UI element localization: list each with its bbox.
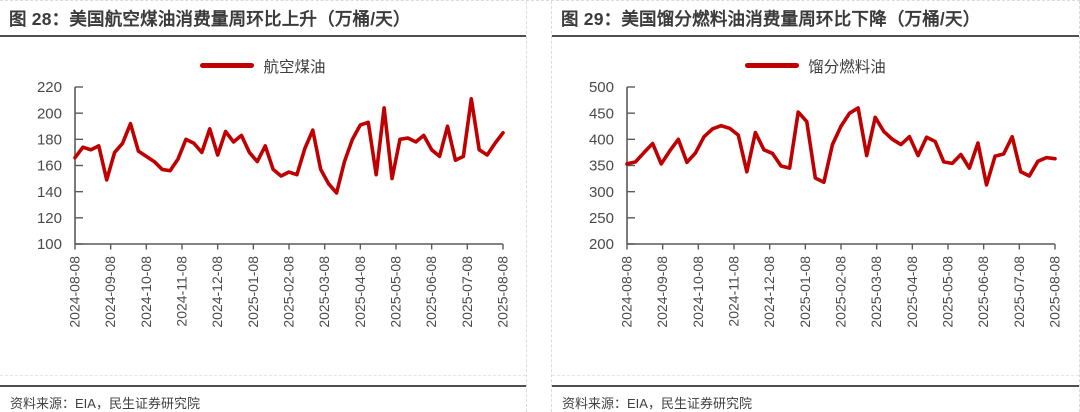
svg-text:2025-08-08: 2025-08-08 [495,256,511,328]
divider-dashed [0,375,526,385]
svg-text:120: 120 [37,210,62,227]
svg-text:2025-07-08: 2025-07-08 [459,256,475,328]
column-gap [527,1,552,412]
svg-text:200: 200 [37,105,62,122]
svg-text:2025-01-08: 2025-01-08 [797,256,813,328]
legend-line-swatch [200,63,255,68]
svg-text:2024-10-08: 2024-10-08 [690,256,706,328]
svg-text:100: 100 [37,236,62,253]
svg-text:2025-04-08: 2025-04-08 [904,256,920,328]
divider-rule [552,385,1079,387]
svg-text:2024-12-08: 2024-12-08 [209,256,225,328]
svg-text:450: 450 [589,105,614,122]
svg-text:2025-01-08: 2025-01-08 [245,256,261,328]
legend-label: 航空煤油 [263,58,326,76]
svg-text:2024-08-08: 2024-08-08 [619,256,635,328]
svg-text:2025-06-08: 2025-06-08 [423,256,439,328]
spacer [0,341,526,375]
divider-rule [0,385,526,387]
svg-text:2024-11-08: 2024-11-08 [174,256,190,327]
legend-right: 馏分燃料油 [552,37,1079,77]
svg-text:2025-08-08: 2025-08-08 [1047,256,1063,328]
svg-text:500: 500 [589,79,614,96]
svg-text:2025-06-08: 2025-06-08 [975,256,991,328]
line-chart-aviation-kerosene: 100 120 140 160 180 200 220 2024-08-08 2024-09-0… [37,79,511,328]
svg-text:2025-05-08: 2025-05-08 [388,256,404,328]
svg-text:2024-09-08: 2024-09-08 [102,256,118,328]
svg-text:2024-08-08: 2024-08-08 [67,256,83,328]
figure-title-right: 图 29：美国馏分燃料油消费量周环比下降（万桶/天） [552,1,1079,37]
svg-text:2024-09-08: 2024-09-08 [654,256,670,328]
svg-text:180: 180 [37,132,62,149]
legend-left: 航空煤油 [0,37,526,77]
svg-text:300: 300 [589,184,614,201]
figure-panel-left: 图 28：美国航空煤油消费量周环比上升（万桶/天） 航空煤油 100 120 140… [0,1,527,412]
source-note-right: 资料来源：EIA，民生证券研究院 [562,396,752,411]
svg-text:2025-07-08: 2025-07-08 [1011,256,1027,328]
svg-text:2025-02-08: 2025-02-08 [281,256,297,328]
svg-text:2025-03-08: 2025-03-08 [868,256,884,328]
source-note-left: 资料来源：EIA，民生证券研究院 [10,396,200,411]
svg-text:400: 400 [589,132,614,149]
figure-panel-right: 图 29：美国馏分燃料油消费量周环比下降（万桶/天） 馏分燃料油 200 250 3… [552,1,1080,412]
svg-text:2024-12-08: 2024-12-08 [761,256,777,328]
line-chart-distillate-fuel-oil: 200 250 300 350 400 450 500 2024-08-08 2024-09-0… [589,79,1063,328]
svg-text:2025-03-08: 2025-03-08 [316,256,332,328]
svg-text:2024-11-08: 2024-11-08 [726,256,742,327]
svg-text:220: 220 [37,79,62,96]
svg-text:140: 140 [37,184,62,201]
legend-label: 馏分燃料油 [808,58,886,76]
svg-text:250: 250 [589,210,614,227]
svg-text:160: 160 [37,158,62,175]
svg-text:2024-10-08: 2024-10-08 [138,256,154,328]
spacer [552,341,1079,375]
figure-title-left: 图 28：美国航空煤油消费量周环比上升（万桶/天） [0,1,526,37]
svg-text:2025-05-08: 2025-05-08 [940,256,956,328]
svg-text:2025-04-08: 2025-04-08 [352,256,368,328]
svg-text:200: 200 [589,236,614,253]
legend-line-swatch [745,63,800,68]
svg-text:2025-02-08: 2025-02-08 [833,256,849,328]
divider-dashed [552,375,1079,385]
svg-text:350: 350 [589,158,614,175]
